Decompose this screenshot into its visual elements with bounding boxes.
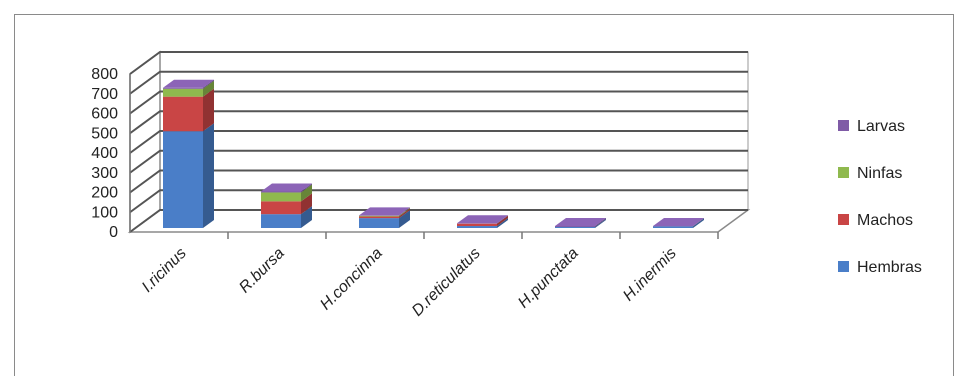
x-category-label: H.punctata [515, 245, 582, 312]
bar-segment [163, 131, 203, 228]
legend-label: Ninfas [857, 165, 902, 182]
gridlines [129, 51, 748, 233]
bar-segment [359, 215, 399, 217]
bar-segment-side [595, 218, 606, 228]
gridline [129, 130, 748, 154]
bar-top [261, 183, 312, 192]
gridline [129, 70, 748, 95]
bar-segment-side [301, 184, 312, 202]
bar-segment [359, 218, 399, 228]
bar-segment [457, 223, 497, 227]
bar-segment [359, 216, 399, 219]
gridline [129, 209, 748, 233]
bars [163, 79, 704, 228]
y-tick-label: 700 [91, 86, 118, 103]
bar-top [555, 218, 606, 227]
y-tick-label: 200 [91, 185, 118, 202]
floor [127, 209, 751, 233]
bar-segment-side [301, 206, 312, 228]
legend-swatch [838, 120, 849, 131]
bar-segment-side [399, 208, 410, 219]
bar-segment [261, 192, 301, 202]
bar-segment-side [203, 80, 214, 97]
y-axis: 0 100 200 300 400 500 600 700 800 [91, 66, 131, 241]
gridline [129, 90, 748, 115]
y-tick-label: 100 [91, 204, 118, 221]
y-tick-label: 600 [91, 106, 118, 123]
gridline [129, 169, 748, 194]
legend-swatch [838, 167, 849, 178]
legend-swatch [838, 261, 849, 272]
y-tick-label: 800 [91, 66, 118, 83]
y-tick-label: 0 [109, 224, 118, 241]
x-axis: I.ricinus R.bursa H.concinna D.reticulatus H… [139, 232, 719, 320]
chart-frame [14, 14, 954, 376]
bar-segment [163, 96, 203, 132]
bar-top [653, 218, 704, 227]
bar-segment-side [301, 183, 312, 193]
bar-segment [261, 201, 301, 215]
gridline [129, 149, 748, 174]
bar-segment [555, 226, 595, 228]
bar-segment-side [399, 210, 410, 228]
gridline [129, 51, 748, 75]
gridline [129, 110, 748, 135]
bar-segment-side [203, 79, 214, 89]
chart-walls [127, 50, 751, 234]
bar-segment-side [595, 219, 606, 228]
y-tick-label: 300 [91, 165, 118, 182]
bar-segment [261, 214, 301, 228]
legend-label: Larvas [857, 118, 905, 135]
bar-segment-side [203, 88, 214, 132]
bar-segment-side [399, 207, 410, 217]
y-tick-label: 400 [91, 145, 118, 162]
legend: Larvas Ninfas Machos Hembras [838, 118, 922, 276]
x-category-label: R.bursa [236, 245, 288, 297]
x-category-label: H.inermis [620, 245, 680, 305]
bar-top [457, 215, 508, 224]
legend-label: Hembras [857, 259, 922, 276]
x-category-label: I.ricinus [139, 245, 190, 296]
x-category-label: H.concinna [317, 245, 386, 314]
bar-segment [555, 227, 595, 228]
bar-segment [163, 88, 203, 97]
legend-label: Machos [857, 212, 913, 229]
bar-segment-side [497, 218, 508, 228]
bar-segment [457, 226, 497, 228]
bar-segment-side [693, 218, 704, 228]
bar-top [359, 207, 410, 216]
legend-swatch [838, 214, 849, 225]
bar-segment [163, 87, 203, 89]
bar-segment [653, 226, 693, 228]
y-tick-label: 500 [91, 125, 118, 142]
bar-segment-side [497, 215, 508, 224]
bar-segment [261, 191, 301, 193]
bar-segment-side [301, 193, 312, 215]
x-category-label: D.reticulatus [409, 245, 484, 320]
bar-segment-side [693, 218, 704, 227]
bar-segment-side [399, 207, 410, 216]
bar-top [163, 79, 214, 88]
gridline [129, 189, 748, 214]
bar-segment-side [497, 215, 508, 227]
bar-segment-side [203, 123, 214, 228]
